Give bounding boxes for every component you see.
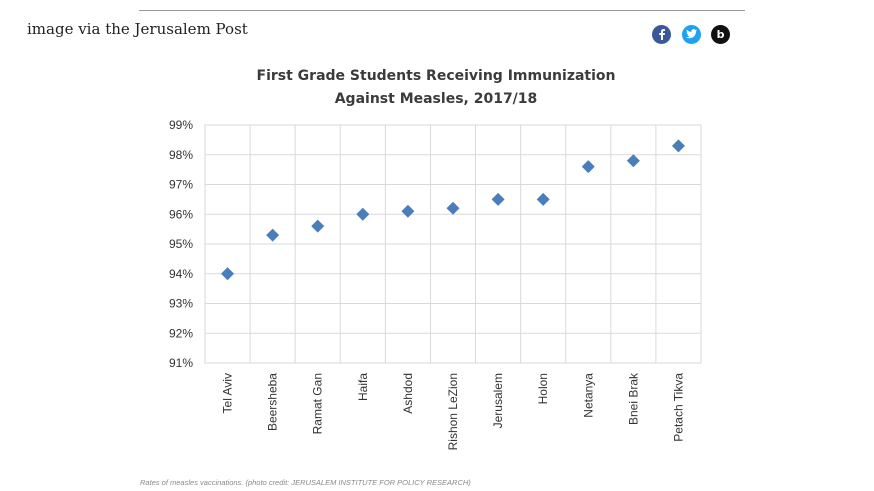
y-tick-label: 97% <box>169 178 193 192</box>
chart-title-line-1: First Grade Students Receiving Immunizat… <box>257 68 616 84</box>
x-tick-label: Ramat Gan <box>311 373 325 434</box>
y-tick-label: 99% <box>169 118 193 132</box>
y-tick-label: 95% <box>169 237 193 251</box>
x-tick-label: Beersheba <box>266 373 280 431</box>
x-tick-label: Rishon LeZion <box>446 373 460 450</box>
x-axis-tick-labels: Tel Aviv Beersheba Ramat Gan Haifa Ashdod Ris… <box>221 372 686 450</box>
y-tick-label: 91% <box>169 356 193 370</box>
data-point <box>221 267 235 281</box>
data-points <box>221 139 685 281</box>
photo-credit: Rates of measles vaccinations. (photo cr… <box>140 478 471 487</box>
data-point <box>446 201 460 215</box>
y-tick-label: 92% <box>169 326 193 340</box>
y-tick-label: 98% <box>169 148 193 162</box>
y-tick-label: 94% <box>169 267 193 281</box>
data-point <box>401 204 415 218</box>
data-point <box>536 192 550 206</box>
gridlines <box>204 124 702 364</box>
x-tick-label: Netanya <box>581 373 595 418</box>
y-tick-label: 96% <box>169 207 193 221</box>
image-source-caption: image via the Jerusalem Post <box>27 20 248 38</box>
chart-title-line-2: Against Measles, 2017/18 <box>335 91 538 107</box>
x-tick-label: Holon <box>536 373 550 404</box>
top-divider <box>139 10 745 11</box>
data-point <box>311 219 325 233</box>
x-tick-label: Tel Aviv <box>221 373 235 413</box>
y-axis-tick-labels: 91% 92% 93% 94% 95% 96% 97% 98% 99% <box>169 118 193 370</box>
x-tick-label: Ashdod <box>401 373 415 414</box>
blog-icon: b <box>716 28 725 41</box>
facebook-icon <box>658 29 665 40</box>
data-point <box>581 160 595 174</box>
twitter-share-button[interactable] <box>682 25 701 44</box>
blog-share-button[interactable]: b <box>711 25 730 44</box>
data-point <box>626 154 640 168</box>
x-tick-label: Petach Tikva <box>671 373 685 442</box>
facebook-share-button[interactable] <box>652 25 671 44</box>
y-tick-label: 93% <box>169 297 193 311</box>
x-tick-label: Haifa <box>356 373 370 401</box>
x-tick-label: Jerusalem <box>491 373 505 428</box>
data-point <box>671 139 685 153</box>
twitter-icon <box>686 29 697 39</box>
x-tick-label: Bnei Brak <box>626 372 640 425</box>
data-point <box>491 192 505 206</box>
data-point <box>356 207 370 221</box>
data-point <box>266 228 280 242</box>
